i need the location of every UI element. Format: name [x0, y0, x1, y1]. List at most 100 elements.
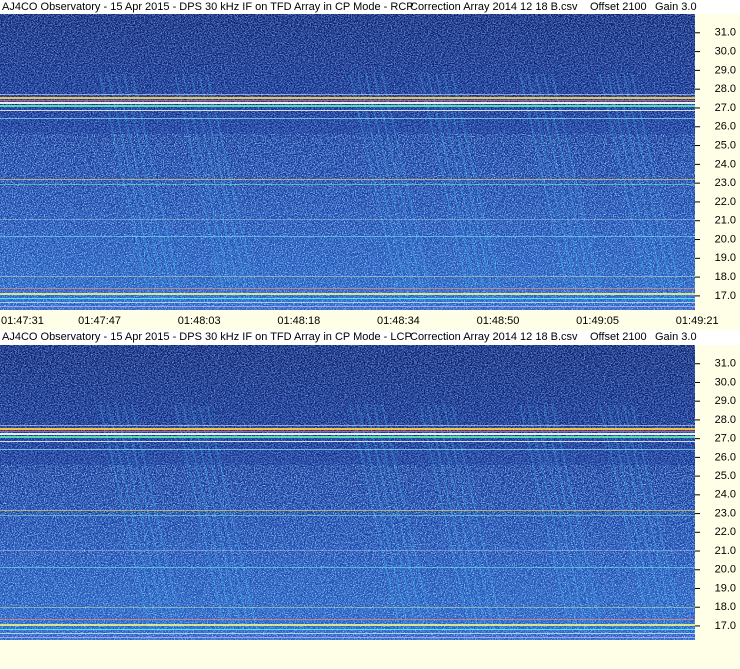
band — [0, 629, 695, 630]
x-tick-label: 01:48:18 — [277, 315, 320, 327]
streak — [607, 404, 659, 631]
band — [0, 436, 695, 438]
y-tick-label: 26.0 — [715, 121, 736, 133]
spectrogram-noise — [0, 465, 695, 640]
streak — [190, 404, 242, 631]
y-tick-label: 24.0 — [715, 489, 736, 501]
streak — [435, 404, 487, 631]
streak — [365, 73, 417, 301]
streak — [519, 73, 571, 301]
x-tick-label: 01:49:05 — [576, 315, 619, 327]
streak — [527, 73, 579, 301]
streak — [198, 73, 250, 301]
y-tick-label: 31.0 — [715, 358, 736, 370]
band — [0, 637, 695, 638]
streak — [365, 404, 417, 631]
band — [0, 431, 695, 432]
y-tick-label: 21.0 — [715, 215, 736, 227]
streak — [443, 404, 495, 631]
x-tick-label: 01:49:21 — [676, 315, 719, 327]
y-tick-label: 30.0 — [715, 45, 736, 57]
y-tick-label: 19.0 — [715, 252, 736, 264]
y-tick-label: 22.0 — [715, 526, 736, 538]
y-tick-label: 27.0 — [715, 102, 736, 114]
streak — [190, 73, 242, 301]
spectrogram-noise — [0, 14, 695, 134]
streak — [373, 73, 425, 301]
band — [0, 293, 695, 295]
streak — [115, 404, 167, 631]
streak — [631, 73, 683, 301]
y-tick-label: 17.0 — [715, 620, 736, 632]
band — [0, 102, 695, 104]
streak — [419, 73, 471, 301]
y-tick-label: 18.0 — [715, 271, 736, 283]
streak — [543, 404, 595, 631]
title-bar — [0, 0, 740, 14]
band — [0, 94, 695, 95]
band — [0, 276, 695, 277]
streak — [435, 73, 487, 301]
y-tick-label: 18.0 — [715, 601, 736, 613]
annotation: Correction Array 2014 12 18 B.csv — [410, 1, 578, 13]
y-tick-label: 27.0 — [715, 433, 736, 445]
y-tick-label: 30.0 — [715, 376, 736, 388]
x-tick-label: 01:48:34 — [377, 315, 420, 327]
band — [0, 97, 695, 99]
streak — [623, 73, 675, 301]
streak — [123, 404, 175, 631]
y-tick-label: 22.0 — [715, 196, 736, 208]
y-tick-label: 31.0 — [715, 27, 736, 39]
annotation: Gain 3.0 — [655, 331, 697, 343]
y-tick-label: 25.0 — [715, 470, 736, 482]
band — [0, 425, 695, 426]
band — [0, 550, 695, 551]
streak — [543, 73, 595, 301]
streak — [427, 404, 479, 631]
streak — [131, 404, 183, 631]
x-tick-label: 01:48:03 — [178, 315, 221, 327]
band — [0, 302, 695, 303]
y-tick-label: 25.0 — [715, 139, 736, 151]
y-tick-label: 19.0 — [715, 582, 736, 594]
streak — [631, 404, 683, 631]
spectrogram-noise — [0, 345, 695, 465]
streak — [615, 73, 667, 301]
band — [0, 567, 695, 568]
streak — [206, 404, 258, 631]
streak — [182, 73, 234, 301]
streak — [357, 404, 409, 631]
annotation: Gain 3.0 — [655, 1, 697, 13]
band — [0, 441, 695, 442]
streak — [349, 404, 401, 631]
band — [0, 428, 695, 430]
streak — [381, 73, 433, 301]
y-tick-label: 26.0 — [715, 451, 736, 463]
streak — [623, 404, 675, 631]
streak — [115, 73, 167, 301]
y-tick-label: 29.0 — [715, 395, 736, 407]
streak — [535, 73, 587, 301]
band — [0, 236, 695, 237]
streak — [519, 404, 571, 631]
streak — [373, 404, 425, 631]
streak — [357, 73, 409, 301]
chart-title: AJ4CO Observatory - 15 Apr 2015 - DPS 30… — [2, 1, 414, 13]
x-tick-label: 01:47:31 — [1, 315, 44, 327]
band — [0, 219, 695, 220]
streak — [615, 404, 667, 631]
streak — [123, 73, 175, 301]
band — [0, 105, 695, 107]
annotation: Offset 2100 — [590, 331, 647, 343]
band — [0, 515, 695, 516]
axis-bg — [695, 345, 740, 640]
y-tick-label: 17.0 — [715, 290, 736, 302]
spectrogram — [0, 345, 695, 640]
annotation: Correction Array 2014 12 18 B.csv — [410, 331, 578, 343]
y-tick-label: 23.0 — [715, 177, 736, 189]
streak — [599, 404, 651, 631]
streak — [107, 73, 159, 301]
band — [0, 288, 695, 289]
streak — [198, 404, 250, 631]
